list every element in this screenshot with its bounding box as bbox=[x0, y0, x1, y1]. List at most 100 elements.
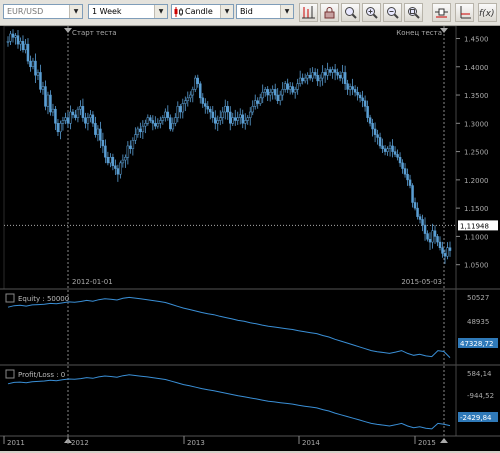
candle-body bbox=[256, 100, 259, 104]
chart-canvas[interactable]: Старт теста Конец теста 2012-01-01 2015-… bbox=[0, 25, 500, 451]
line-tool-button[interactable] bbox=[432, 3, 451, 22]
equity-tick: 50527 bbox=[467, 294, 489, 302]
candle-body bbox=[286, 83, 289, 90]
lock-button[interactable] bbox=[320, 3, 339, 22]
candle-body bbox=[308, 74, 312, 79]
candle-body bbox=[288, 86, 292, 90]
pl-tick: 584,14 bbox=[467, 370, 492, 378]
candle-body bbox=[199, 83, 202, 99]
candle-body bbox=[238, 114, 242, 118]
zoom-out-button[interactable] bbox=[383, 3, 402, 22]
chevron-down-icon[interactable]: ▼ bbox=[154, 5, 167, 18]
candle-body bbox=[81, 106, 85, 118]
candle-body bbox=[448, 247, 452, 251]
candle-body bbox=[91, 114, 95, 124]
indicators-button[interactable] bbox=[299, 3, 318, 22]
candle-body bbox=[104, 145, 107, 158]
price-tick-label: 1.3000 bbox=[464, 120, 489, 128]
candle-body bbox=[124, 156, 127, 161]
candle-body bbox=[194, 77, 197, 90]
candle-body bbox=[243, 120, 247, 124]
zoom-fit-icon bbox=[408, 7, 420, 19]
candle-body bbox=[291, 86, 294, 93]
chevron-down-icon[interactable]: ▼ bbox=[280, 5, 293, 18]
candle-body bbox=[326, 69, 329, 76]
candle-body bbox=[436, 236, 439, 243]
function-button[interactable]: f(x) bbox=[478, 3, 497, 22]
candle-body bbox=[49, 94, 52, 113]
candle-body bbox=[179, 106, 182, 113]
candle-body bbox=[126, 145, 130, 158]
zoom-button[interactable] bbox=[341, 3, 360, 22]
price-tick-label: 1.1500 bbox=[464, 205, 489, 213]
candle-body bbox=[321, 72, 324, 79]
candle-body bbox=[446, 247, 449, 257]
candle-body bbox=[371, 123, 374, 130]
candle-body bbox=[408, 179, 412, 186]
start-marker-arrow bbox=[64, 28, 72, 33]
level-tool-button[interactable] bbox=[455, 3, 474, 22]
zoom-in-button[interactable] bbox=[362, 3, 381, 22]
candle-body bbox=[406, 173, 409, 181]
time-axis-label: 2014 bbox=[302, 439, 320, 447]
equity-collapse-toggle[interactable] bbox=[5, 293, 15, 303]
symbol-select[interactable]: EUR/USD ▼ bbox=[3, 4, 83, 19]
pl-collapse-toggle[interactable] bbox=[5, 369, 15, 379]
time-axis[interactable]: 2011 2012 2013 2014 2015 bbox=[3, 436, 436, 447]
chart-area[interactable]: Старт теста Конец теста 2012-01-01 2015-… bbox=[0, 25, 500, 451]
candle-body bbox=[149, 117, 152, 121]
candle-body bbox=[64, 117, 67, 121]
candle-body bbox=[391, 145, 394, 152]
chevron-down-icon[interactable]: ▼ bbox=[69, 5, 82, 18]
candle-body bbox=[79, 106, 82, 110]
candle-body bbox=[241, 114, 244, 124]
candle-body bbox=[421, 219, 424, 226]
candle-body bbox=[136, 128, 140, 135]
test-start-date: 2012-01-01 bbox=[72, 278, 113, 286]
candle-body bbox=[388, 145, 392, 150]
candle-body bbox=[134, 134, 137, 141]
candle-body bbox=[276, 94, 279, 101]
candle-body bbox=[161, 117, 165, 121]
candle-body bbox=[106, 156, 110, 164]
candle-body bbox=[311, 72, 314, 79]
pl-line bbox=[7, 374, 451, 430]
chevron-down-icon[interactable]: ▼ bbox=[220, 5, 233, 18]
candle-body bbox=[36, 72, 40, 76]
candle-body bbox=[111, 156, 115, 166]
candle-body bbox=[19, 41, 22, 45]
candle-body bbox=[206, 106, 210, 110]
candle-body bbox=[393, 151, 397, 155]
candle-body bbox=[266, 89, 269, 96]
candle-body bbox=[169, 117, 172, 130]
equity-line bbox=[7, 296, 451, 358]
zoom-out-icon bbox=[387, 7, 399, 19]
candle-body bbox=[184, 100, 187, 104]
candle-body bbox=[6, 41, 10, 43]
candle-body bbox=[356, 91, 359, 96]
candle-body bbox=[258, 97, 262, 104]
candle-body bbox=[114, 165, 117, 169]
candle-body bbox=[189, 94, 192, 99]
chart-type-select[interactable]: Candle ▼ bbox=[171, 4, 234, 19]
candle-body bbox=[341, 72, 344, 79]
candle-body bbox=[248, 111, 252, 118]
zoom-fit-button[interactable] bbox=[404, 3, 423, 22]
candle-body bbox=[246, 117, 249, 121]
candle-body bbox=[363, 100, 367, 107]
candle-body bbox=[59, 123, 62, 133]
candle-body bbox=[56, 123, 60, 133]
candle-body bbox=[119, 162, 122, 175]
time-axis-label: 2013 bbox=[187, 439, 205, 447]
candle-body bbox=[204, 103, 207, 107]
candle-body bbox=[139, 128, 142, 133]
candle-body bbox=[96, 128, 100, 135]
price-side-select[interactable]: Bid ▼ bbox=[236, 4, 294, 19]
candle-body bbox=[306, 74, 309, 79]
candle-body bbox=[174, 117, 177, 124]
candle-body bbox=[216, 120, 220, 124]
timeframe-select[interactable]: 1 Week ▼ bbox=[88, 4, 168, 19]
candle-body bbox=[24, 43, 27, 51]
time-axis-label: 2015 bbox=[418, 439, 436, 447]
candle-body bbox=[34, 60, 37, 76]
